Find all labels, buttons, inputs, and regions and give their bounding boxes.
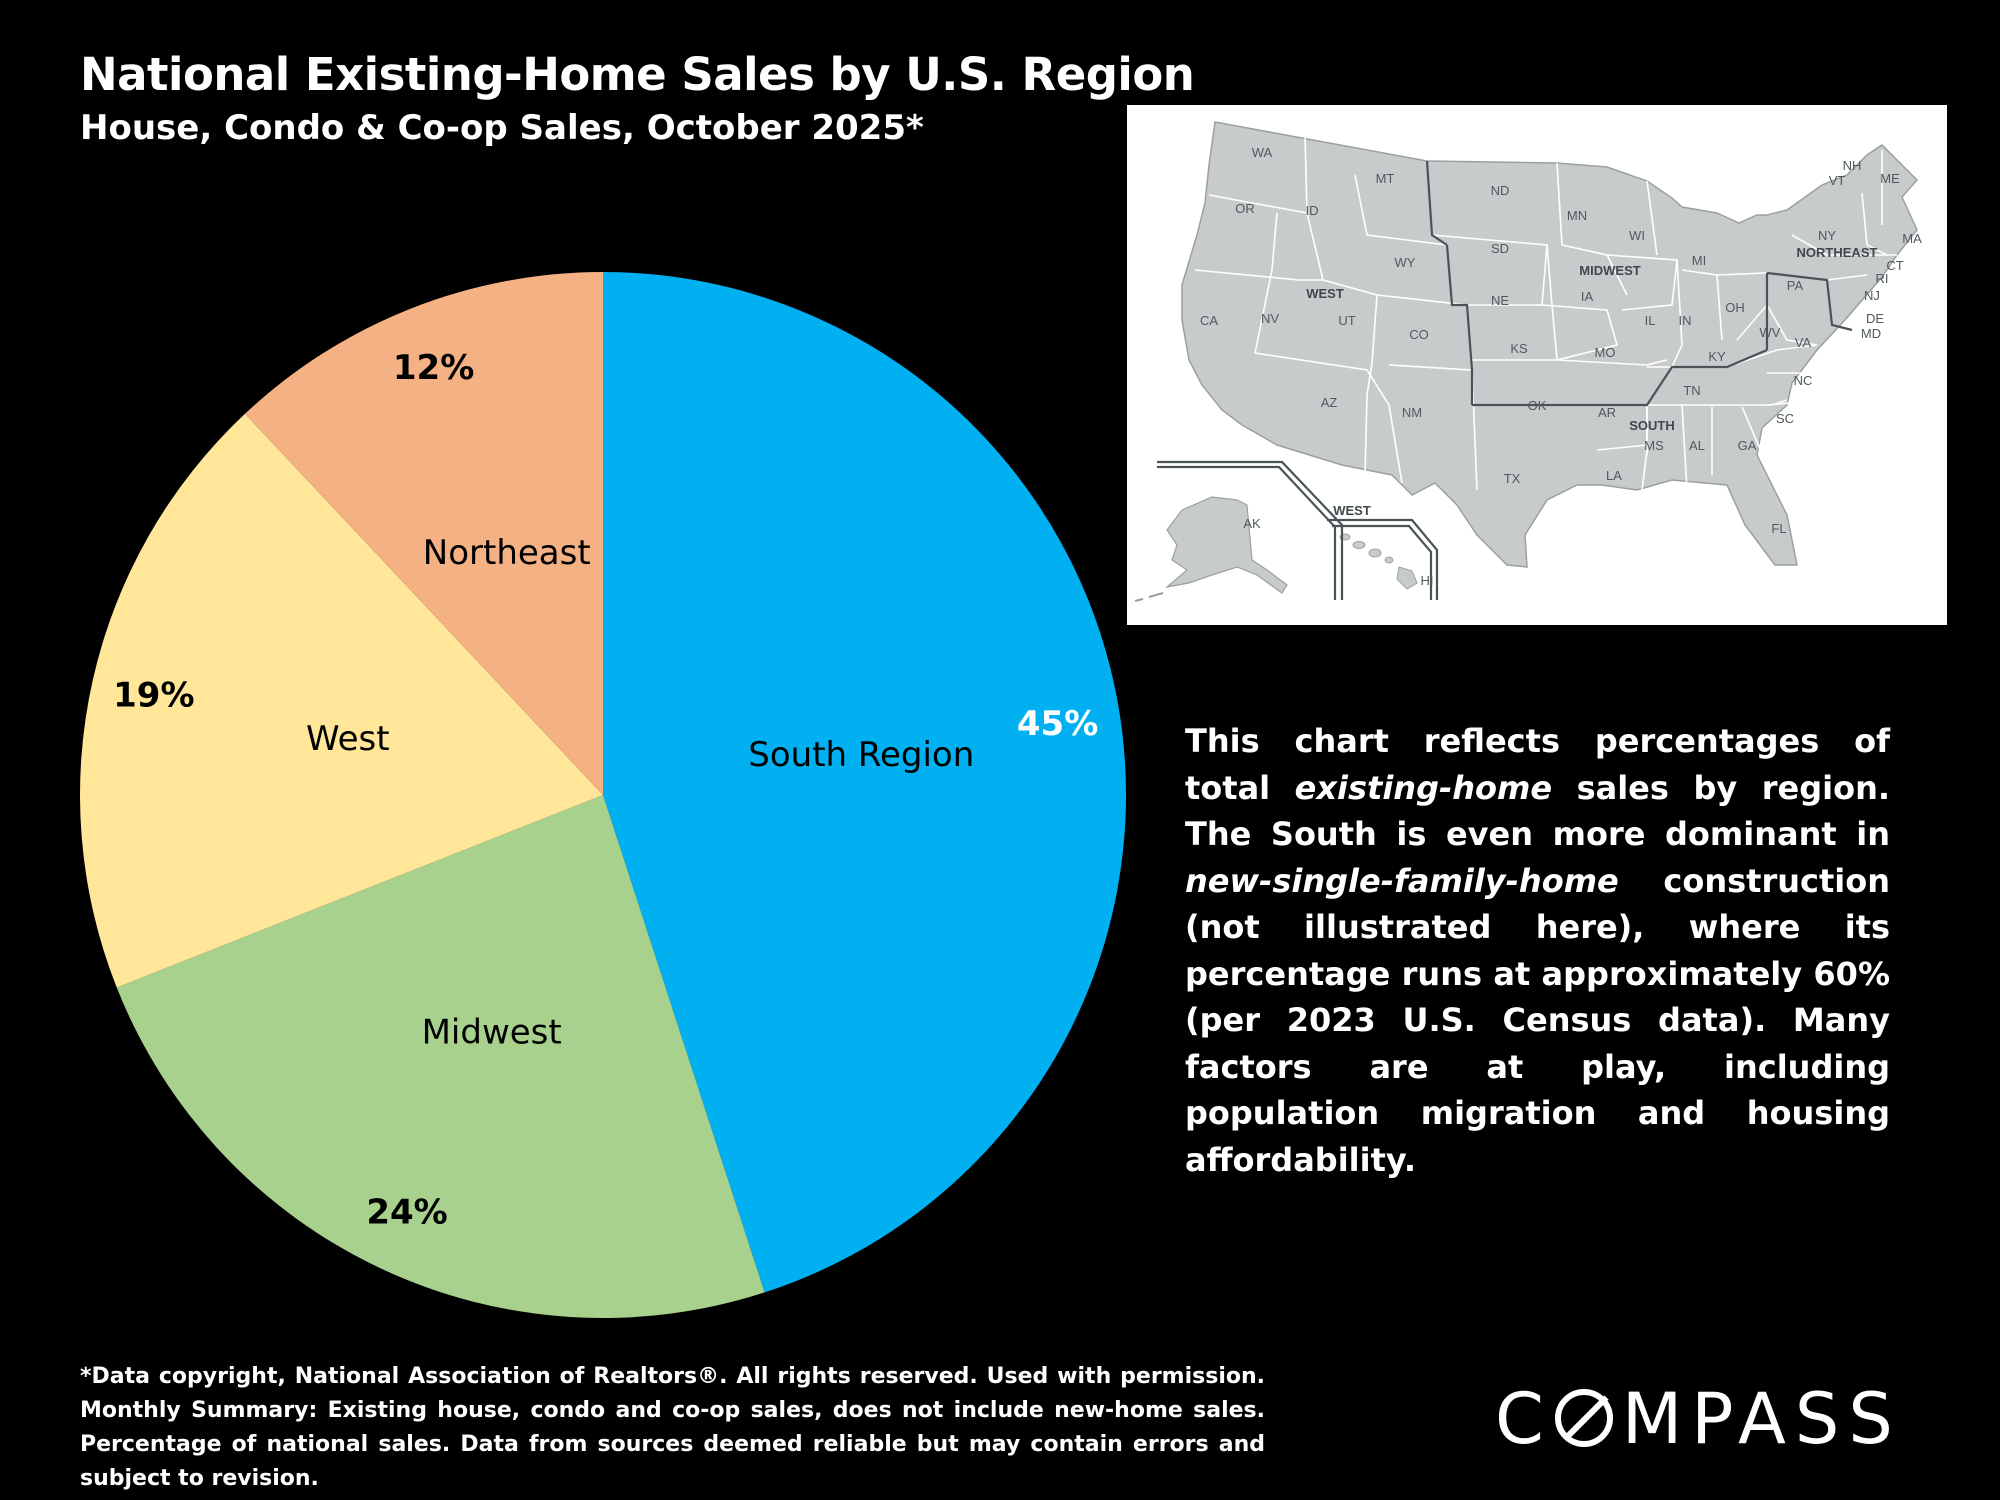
- state-label-la: LA: [1606, 468, 1622, 483]
- description-part: sales by region. The South is even more …: [1185, 768, 1891, 854]
- state-label-sd: SD: [1491, 241, 1509, 256]
- pie-slice-west: [80, 413, 603, 988]
- description-text: This chart reflects percentages of total…: [1185, 718, 1890, 1183]
- state-label-oh: OH: [1725, 300, 1745, 315]
- us-regions-map: WA OR ID MT WY CA NV UT CO AZ NM ND SD NE KS MN IA MO WI IL…: [1127, 105, 1947, 625]
- state-label-ga: GA: [1738, 438, 1757, 453]
- state-label-nj: NJ: [1864, 288, 1880, 303]
- state-label-ri: RI: [1876, 271, 1889, 286]
- state-label-ma: MA: [1902, 231, 1922, 246]
- region-label-south: SOUTH: [1629, 418, 1675, 433]
- slice-label: South Region: [748, 735, 974, 775]
- state-label-wv: WV: [1760, 325, 1781, 340]
- compass-logo: C MPASS: [1495, 1378, 1902, 1460]
- slice-label: Midwest: [422, 1013, 562, 1053]
- state-label-tn: TN: [1683, 383, 1700, 398]
- state-label-ny: NY: [1818, 228, 1836, 243]
- compass-o-icon: [1554, 1389, 1613, 1447]
- state-label-me: ME: [1880, 171, 1900, 186]
- state-label-az: AZ: [1321, 395, 1338, 410]
- state-label-ms: MS: [1644, 438, 1664, 453]
- state-label-mi: MI: [1692, 253, 1706, 268]
- state-label-ia: IA: [1581, 289, 1594, 304]
- pie-slice-midwest: [116, 795, 765, 1319]
- state-label-ak: AK: [1243, 516, 1261, 531]
- state-label-ks: KS: [1510, 341, 1528, 356]
- footnote: *Data copyright, National Association of…: [80, 1364, 1265, 1491]
- state-label-il: IL: [1645, 313, 1656, 328]
- state-label-md: MD: [1861, 326, 1881, 341]
- aleutian-islands: [1134, 592, 1164, 602]
- state-label-nh: NH: [1843, 158, 1862, 173]
- region-label-northeast: NORTHEAST: [1797, 245, 1878, 260]
- state-label-tx: TX: [1504, 471, 1521, 486]
- state-label-pa: PA: [1787, 278, 1804, 293]
- description-emphasis: existing-home: [1294, 768, 1553, 807]
- state-labels: WA OR ID MT WY CA NV UT CO AZ NM ND SD NE KS MN IA MO WI IL…: [1200, 145, 1922, 588]
- state-label-wa: WA: [1252, 145, 1273, 160]
- region-label-west: WEST: [1333, 503, 1371, 518]
- state-label-wy: WY: [1395, 255, 1416, 270]
- state-label-in: IN: [1679, 313, 1692, 328]
- chart-subtitle: House, Condo & Co-op Sales, October 2025…: [80, 108, 924, 148]
- state-label-nd: ND: [1491, 183, 1510, 198]
- slice-value-label: 45%: [1017, 704, 1098, 744]
- slice-value-label: 12%: [393, 348, 474, 388]
- state-label-wi: WI: [1629, 228, 1645, 243]
- region-label-west: WEST: [1306, 286, 1344, 301]
- state-label-id: ID: [1306, 203, 1319, 218]
- state-label-vt: VT: [1829, 173, 1846, 188]
- region-labels: WEST MIDWEST NORTHEAST SOUTH WEST: [1306, 245, 1877, 518]
- state-label-mt: MT: [1376, 171, 1395, 186]
- state-label-ne: NE: [1491, 293, 1509, 308]
- pie-chart: South Region 45% Midwest 24% West 19% Northeas…: [80, 272, 1126, 1319]
- region-label-midwest: MIDWEST: [1579, 263, 1640, 278]
- description-part: This chart reflects percentages of total: [1185, 722, 1890, 807]
- state-label-nm: NM: [1402, 405, 1422, 420]
- description-part: construction (not illustrated here), whe…: [1185, 861, 1890, 1179]
- inset-frames: [1157, 460, 1439, 600]
- slice-label: Northeast: [423, 533, 591, 573]
- state-label-sc: SC: [1776, 411, 1794, 426]
- description-emphasis: new-single-family-home: [1185, 861, 1619, 900]
- state-label-ok: OK: [1528, 398, 1547, 413]
- chart-title: National Existing-Home Sales by U.S. Reg…: [80, 48, 1195, 101]
- pie-slice-south-region: [603, 272, 1126, 1293]
- state-label-de: DE: [1866, 311, 1884, 326]
- state-label-ky: KY: [1708, 349, 1726, 364]
- pie-slice-northeast: [244, 272, 603, 795]
- logo-text: C: [1495, 1378, 1553, 1460]
- state-label-va: VA: [1795, 335, 1812, 350]
- state-label-fl: FL: [1771, 521, 1786, 536]
- slice-label: West: [306, 719, 390, 759]
- alaska-shape: [1164, 496, 1288, 594]
- state-label-co: CO: [1409, 327, 1429, 342]
- state-label-mo: MO: [1595, 345, 1616, 360]
- logo-text: MPASS: [1621, 1378, 1902, 1460]
- state-label-ut: UT: [1338, 313, 1355, 328]
- state-label-hi: HI: [1421, 573, 1434, 588]
- state-label-or: OR: [1235, 201, 1255, 216]
- hawaii-shape: [1339, 533, 1418, 590]
- state-label-ca: CA: [1200, 313, 1218, 328]
- state-label-ct: CT: [1886, 258, 1903, 273]
- state-label-nc: NC: [1794, 373, 1813, 388]
- slice-value-label: 24%: [366, 1192, 447, 1232]
- state-label-nv: NV: [1261, 311, 1279, 326]
- state-label-mn: MN: [1567, 208, 1587, 223]
- slice-value-label: 19%: [113, 676, 194, 716]
- state-label-ar: AR: [1598, 405, 1616, 420]
- region-borders: [1425, 160, 1853, 407]
- state-label-al: AL: [1689, 438, 1705, 453]
